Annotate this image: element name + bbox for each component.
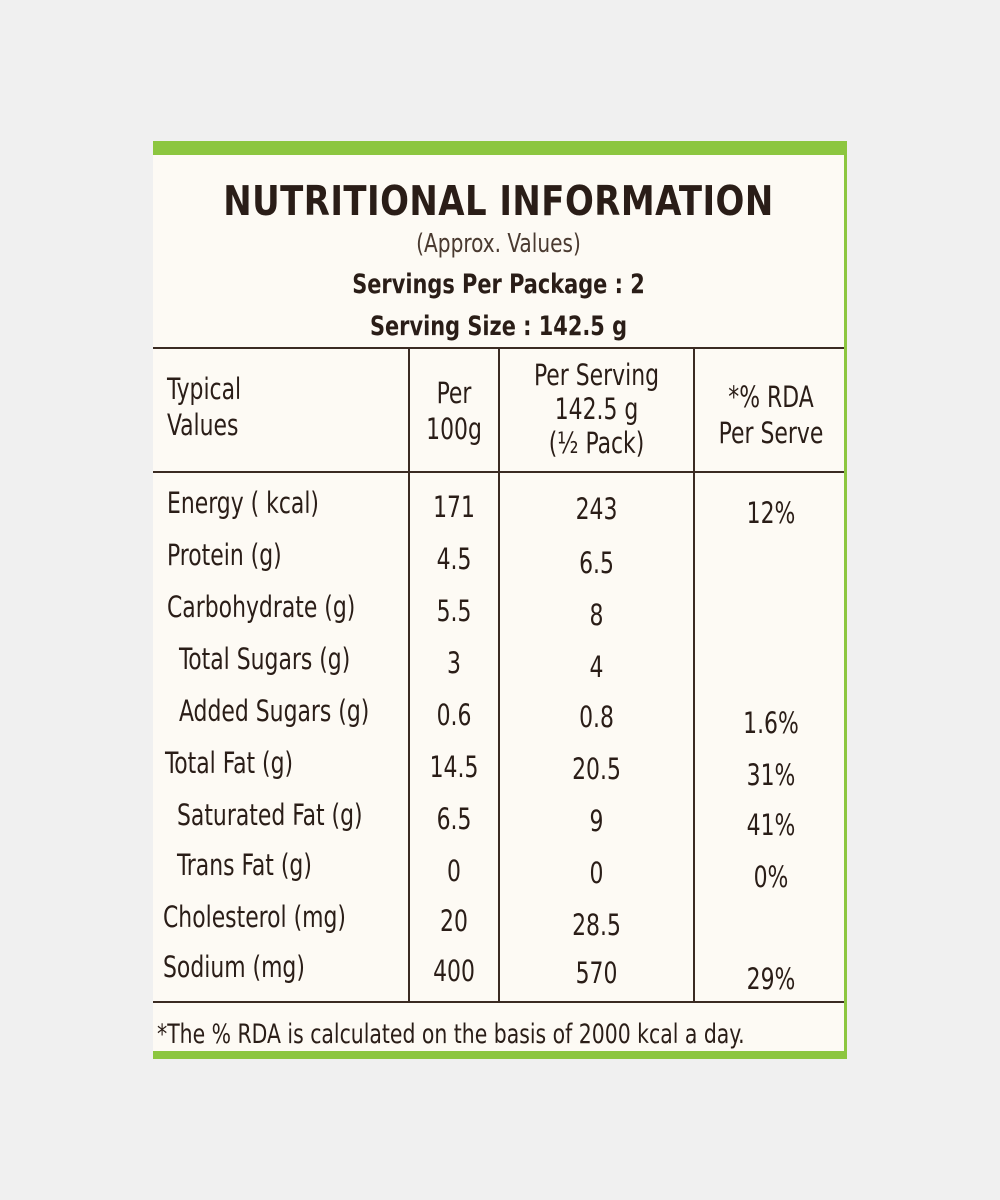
header-rda: *% RDA [728,380,814,414]
servings-per-package: Servings Per Package : 2 [352,269,645,300]
value-per-serving: 0.8 [579,700,614,734]
nutrition-label: NUTRITIONAL INFORMATION (Approx. Values)… [153,141,847,1059]
value-per-serving: 243 [575,492,618,526]
nutrient-name: Total Sugars (g) [179,642,351,676]
label-header: NUTRITIONAL INFORMATION (Approx. Values)… [153,155,844,350]
value-rda: 41% [746,808,796,842]
value-per-100g: 171 [433,490,475,524]
nutrient-name: Trans Fat (g) [177,848,312,882]
value-rda: 1.6% [743,706,799,740]
column-divider-2 [498,347,500,1003]
table-bottom-rule [153,1001,844,1003]
table-top-rule [153,347,844,349]
nutrient-name: Carbohydrate (g) [167,590,356,624]
value-per-serving: 8 [589,598,604,632]
value-per-serving: 6.5 [579,546,614,580]
value-per-100g: 0 [447,854,461,888]
value-per-serving: 28.5 [572,908,621,942]
nutrient-name: Saturated Fat (g) [177,798,363,832]
value-per-100g: 6.5 [436,802,472,836]
header-half-pack: (½ Pack) [548,426,645,460]
header-100g: 100g [426,412,482,446]
value-rda: 31% [746,758,796,792]
value-per-serving: 570 [575,956,618,990]
nutrient-name: Energy ( kcal) [167,486,319,520]
value-per-100g: 14.5 [429,750,479,784]
value-per-100g: 0.6 [436,698,472,732]
value-per-serving: 20.5 [572,752,621,786]
value-per-serving: 9 [589,804,604,838]
value-per-100g: 400 [433,954,475,988]
value-per-serving: 0 [589,856,604,890]
value-rda: 12% [746,496,796,530]
value-per-100g: 4.5 [436,542,472,576]
value-per-100g: 3 [447,646,461,680]
value-per-serving: 4 [589,650,604,684]
column-divider-3 [693,347,695,1003]
value-rda: 0% [753,860,789,894]
value-per-100g: 20 [440,904,468,938]
header-per-serve: Per Serve [718,416,824,450]
header-typical: Typical [167,372,242,406]
nutrient-name: Cholesterol (mg) [163,900,346,934]
nutrition-table: Typical Values Per 100g Per Serving 142.… [153,347,844,1007]
value-per-100g: 5.5 [436,594,472,628]
column-divider-1 [408,347,410,1003]
label-title: NUTRITIONAL INFORMATION [223,177,774,225]
nutrient-name: Total Fat (g) [165,746,294,780]
nutrient-name: Added Sugars (g) [179,694,370,728]
serving-size: Serving Size : 142.5 g [369,311,628,342]
header-per: Per [436,376,472,410]
header-values: Values [167,408,239,442]
header-serving-weight: 142.5 g [554,392,639,426]
nutrient-name: Sodium (mg) [163,950,305,984]
value-rda: 29% [746,962,796,996]
header-bottom-rule [153,471,844,473]
header-per-serving: Per Serving [533,358,660,392]
rda-footnote: *The % RDA is calculated on the basis of… [157,1019,745,1050]
approx-values-note: (Approx. Values) [416,229,581,259]
nutrient-name: Protein (g) [167,538,282,572]
